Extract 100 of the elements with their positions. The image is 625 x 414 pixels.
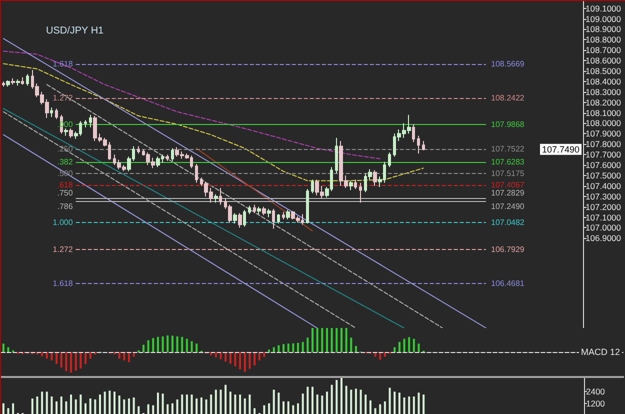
annotation: 1.272	[52, 244, 74, 254]
bar	[70, 394, 72, 414]
bar	[330, 384, 333, 414]
y-tick-label: 107.1000	[586, 212, 622, 222]
bar	[403, 397, 406, 414]
y-tick-label: 107.9000	[586, 128, 622, 139]
bar	[321, 396, 324, 414]
bar	[41, 352, 44, 356]
bar	[89, 398, 92, 414]
candlestick	[166, 154, 169, 162]
bar	[354, 346, 357, 352]
candlestick	[195, 163, 198, 184]
y-tick-label: 1200	[586, 398, 606, 408]
bar	[244, 398, 246, 414]
bar	[166, 404, 169, 414]
bar	[312, 328, 314, 352]
bar	[2, 403, 4, 414]
bar	[56, 401, 58, 414]
candlestick	[64, 128, 68, 136]
bar	[394, 347, 396, 352]
bar	[147, 404, 150, 414]
bar	[162, 394, 164, 414]
bar	[354, 388, 357, 414]
bar	[306, 338, 309, 352]
bar	[200, 397, 202, 414]
bar	[345, 328, 348, 352]
y-tick-label: 107.5000	[586, 170, 622, 180]
y-tick-label: 108.8000	[586, 34, 622, 45]
bar	[278, 392, 280, 414]
candlestick	[137, 146, 140, 154]
candlestick	[248, 205, 251, 215]
bar	[248, 352, 251, 369]
bar	[171, 336, 174, 352]
bar	[278, 345, 280, 352]
bar	[350, 338, 352, 352]
bar	[306, 386, 309, 414]
y-tick-label: 109.1000	[586, 3, 622, 14]
bar	[244, 352, 246, 372]
annotation: .382	[57, 158, 74, 167]
bar	[326, 328, 328, 352]
bar	[118, 396, 120, 414]
candlestick	[233, 212, 237, 224]
bar	[384, 401, 386, 414]
y-tick-label: 107.4000	[586, 180, 622, 191]
bar	[330, 328, 333, 352]
bar	[350, 390, 352, 414]
candlestick	[262, 206, 266, 216]
bar	[258, 352, 260, 360]
bar	[388, 388, 391, 414]
bar	[394, 392, 396, 414]
annotation: .750	[57, 188, 74, 198]
bar	[94, 399, 96, 414]
bar	[220, 390, 222, 414]
y-tick-label: 108.0000	[586, 118, 622, 128]
bar	[132, 397, 135, 414]
bar	[138, 406, 140, 414]
bar	[31, 398, 34, 414]
candlestick	[6, 80, 10, 88]
bar	[297, 342, 300, 352]
candlestick	[171, 148, 174, 162]
bar	[171, 403, 174, 414]
ref-line-label: 107.9868	[491, 120, 525, 130]
bar	[224, 384, 227, 414]
bar	[239, 352, 242, 370]
bar	[422, 394, 425, 414]
ref-line-label: 108.5669	[491, 60, 525, 69]
bar	[214, 390, 217, 414]
bar	[364, 394, 367, 414]
bar	[118, 352, 120, 359]
candlestick	[286, 209, 290, 220]
bar	[287, 401, 290, 414]
candlestick	[11, 78, 15, 86]
bar	[147, 340, 150, 352]
bar	[205, 399, 208, 414]
bar	[84, 352, 87, 364]
bar	[210, 394, 212, 414]
candlestick	[335, 137, 338, 174]
candlestick	[50, 107, 53, 118]
bar	[65, 352, 68, 372]
annotation: 1.272	[52, 93, 74, 102]
ref-line-label: 107.4067	[491, 180, 525, 190]
candlestick	[253, 204, 256, 214]
ref-line-label: 107.5175	[491, 169, 525, 178]
bar	[312, 386, 314, 414]
candlestick	[21, 76, 24, 86]
bar	[345, 386, 348, 414]
y-tick-label: 107.2000	[586, 202, 622, 212]
bar	[369, 400, 372, 414]
bar	[292, 343, 294, 352]
bar	[190, 394, 193, 414]
y-tick-label: 109.0000	[586, 14, 622, 24]
ref-line-label: 106.7929	[491, 244, 525, 254]
bar	[181, 394, 184, 414]
y-tick-label: 107.7000	[586, 150, 622, 160]
y-tick-label: 108.6000	[586, 56, 622, 66]
bar	[176, 336, 178, 352]
bar	[36, 396, 38, 414]
y-tick-label: 108.1000	[586, 108, 622, 118]
bar	[214, 352, 217, 358]
bar	[152, 405, 154, 414]
